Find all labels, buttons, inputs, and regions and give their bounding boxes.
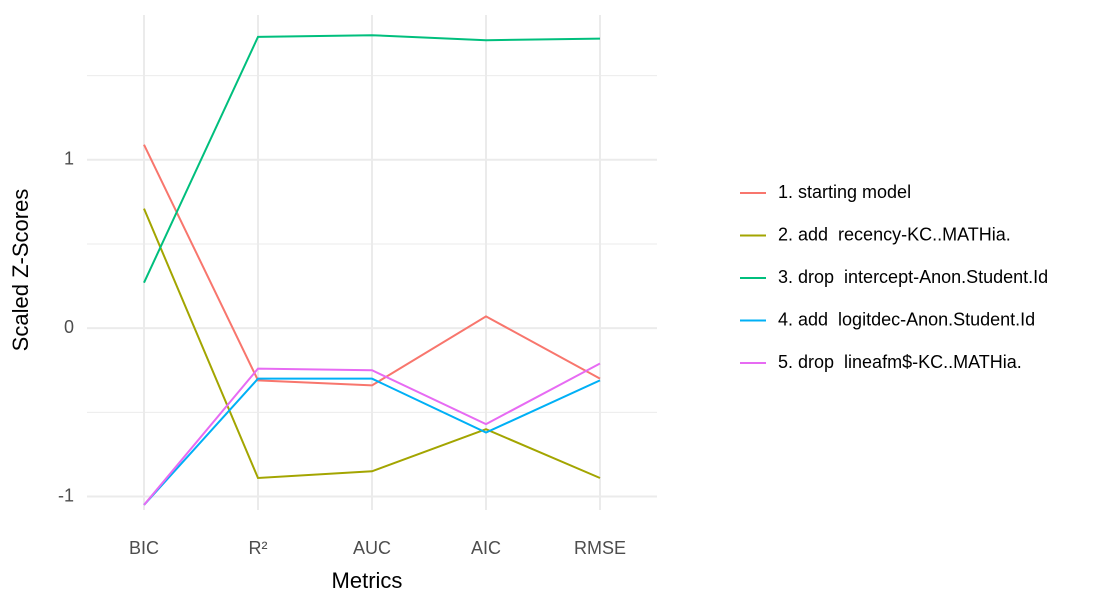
series-line — [143, 377, 601, 506]
legend-label: 5. drop lineafm$-KC..MATHia. — [778, 352, 1022, 372]
y-tick-label: 1 — [64, 149, 74, 169]
series-line — [143, 144, 601, 387]
legend-label: 1. starting model — [778, 182, 911, 202]
x-tick-label: BIC — [129, 538, 159, 558]
x-tick-label: AUC — [353, 538, 391, 558]
x-tick-label: AIC — [471, 538, 501, 558]
series-line — [143, 208, 601, 480]
y-axis-title: Scaled Z-Scores — [8, 189, 33, 352]
x-tick-label: RMSE — [574, 538, 626, 558]
series-line — [143, 362, 601, 506]
x-tick-label: R² — [249, 538, 268, 558]
legend-label: 2. add recency-KC..MATHia. — [778, 224, 1011, 244]
legend-label: 3. drop intercept-Anon.Student.Id — [778, 267, 1048, 287]
y-tick-label: -1 — [58, 485, 74, 505]
series-line — [143, 34, 601, 284]
legend-label: 4. add logitdec-Anon.Student.Id — [778, 309, 1035, 329]
y-tick-label: 0 — [64, 317, 74, 337]
x-axis-title: Metrics — [332, 568, 403, 593]
